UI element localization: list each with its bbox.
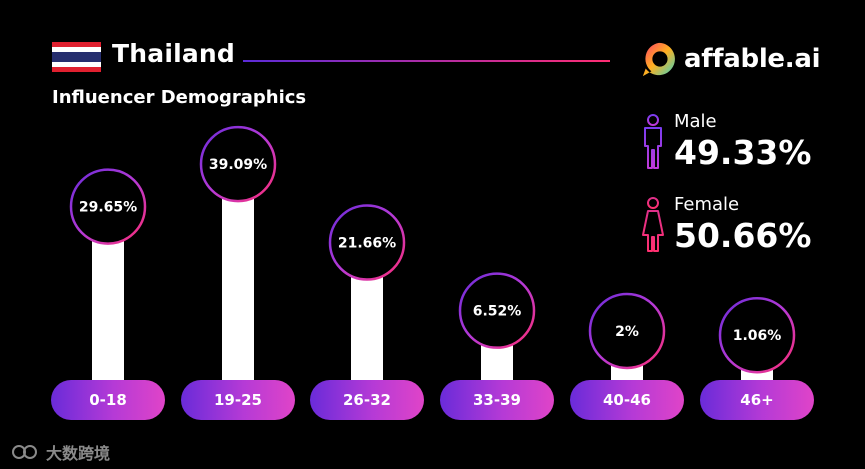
country-title: Thailand bbox=[112, 39, 236, 68]
watermark-text: 大数跨境 bbox=[46, 444, 111, 463]
data-label-33-39: 6.52% bbox=[473, 304, 522, 320]
category-label-46+: 46+ bbox=[700, 380, 814, 420]
page-subtitle: Influencer Demographics bbox=[52, 87, 307, 108]
affable-logo-icon bbox=[642, 42, 675, 77]
watermark-logo-icon bbox=[12, 445, 37, 459]
category-label-0-18: 0-18 bbox=[51, 380, 165, 420]
male-person-icon bbox=[644, 114, 662, 169]
watermark: 大数跨境 bbox=[10, 440, 110, 464]
value-circle-46+ bbox=[718, 296, 796, 374]
data-label-0-18: 29.65% bbox=[79, 200, 137, 216]
category-label-33-39: 33-39 bbox=[440, 380, 554, 420]
female-person-icon bbox=[642, 197, 664, 252]
thailand-flag-icon bbox=[52, 42, 101, 72]
female-label: Female bbox=[674, 194, 740, 215]
category-label-19-25: 19-25 bbox=[181, 380, 295, 420]
female-stat: Female 50.66% bbox=[640, 195, 811, 255]
male-label: Male bbox=[674, 111, 717, 132]
male-stat: Male 49.33% bbox=[640, 112, 811, 172]
category-label-26-32: 26-32 bbox=[310, 380, 424, 420]
value-circle-40-46 bbox=[588, 292, 666, 370]
value-circle-33-39 bbox=[458, 272, 536, 349]
data-label-40-46: 2% bbox=[615, 324, 639, 340]
female-value: 50.66% bbox=[674, 216, 812, 255]
male-value: 49.33% bbox=[674, 133, 812, 172]
data-label-46+: 1.06% bbox=[733, 328, 782, 344]
data-label-19-25: 39.09% bbox=[209, 157, 267, 173]
value-circle-19-25 bbox=[199, 125, 277, 203]
category-label-40-46: 40-46 bbox=[570, 380, 684, 420]
data-label-26-32: 21.66% bbox=[338, 236, 396, 252]
value-circle-26-32 bbox=[328, 204, 406, 281]
value-circle-0-18 bbox=[69, 168, 147, 245]
logo-text: affable.ai bbox=[684, 44, 821, 74]
affable-logo: affable.ai bbox=[640, 40, 821, 78]
header-divider bbox=[243, 60, 610, 62]
